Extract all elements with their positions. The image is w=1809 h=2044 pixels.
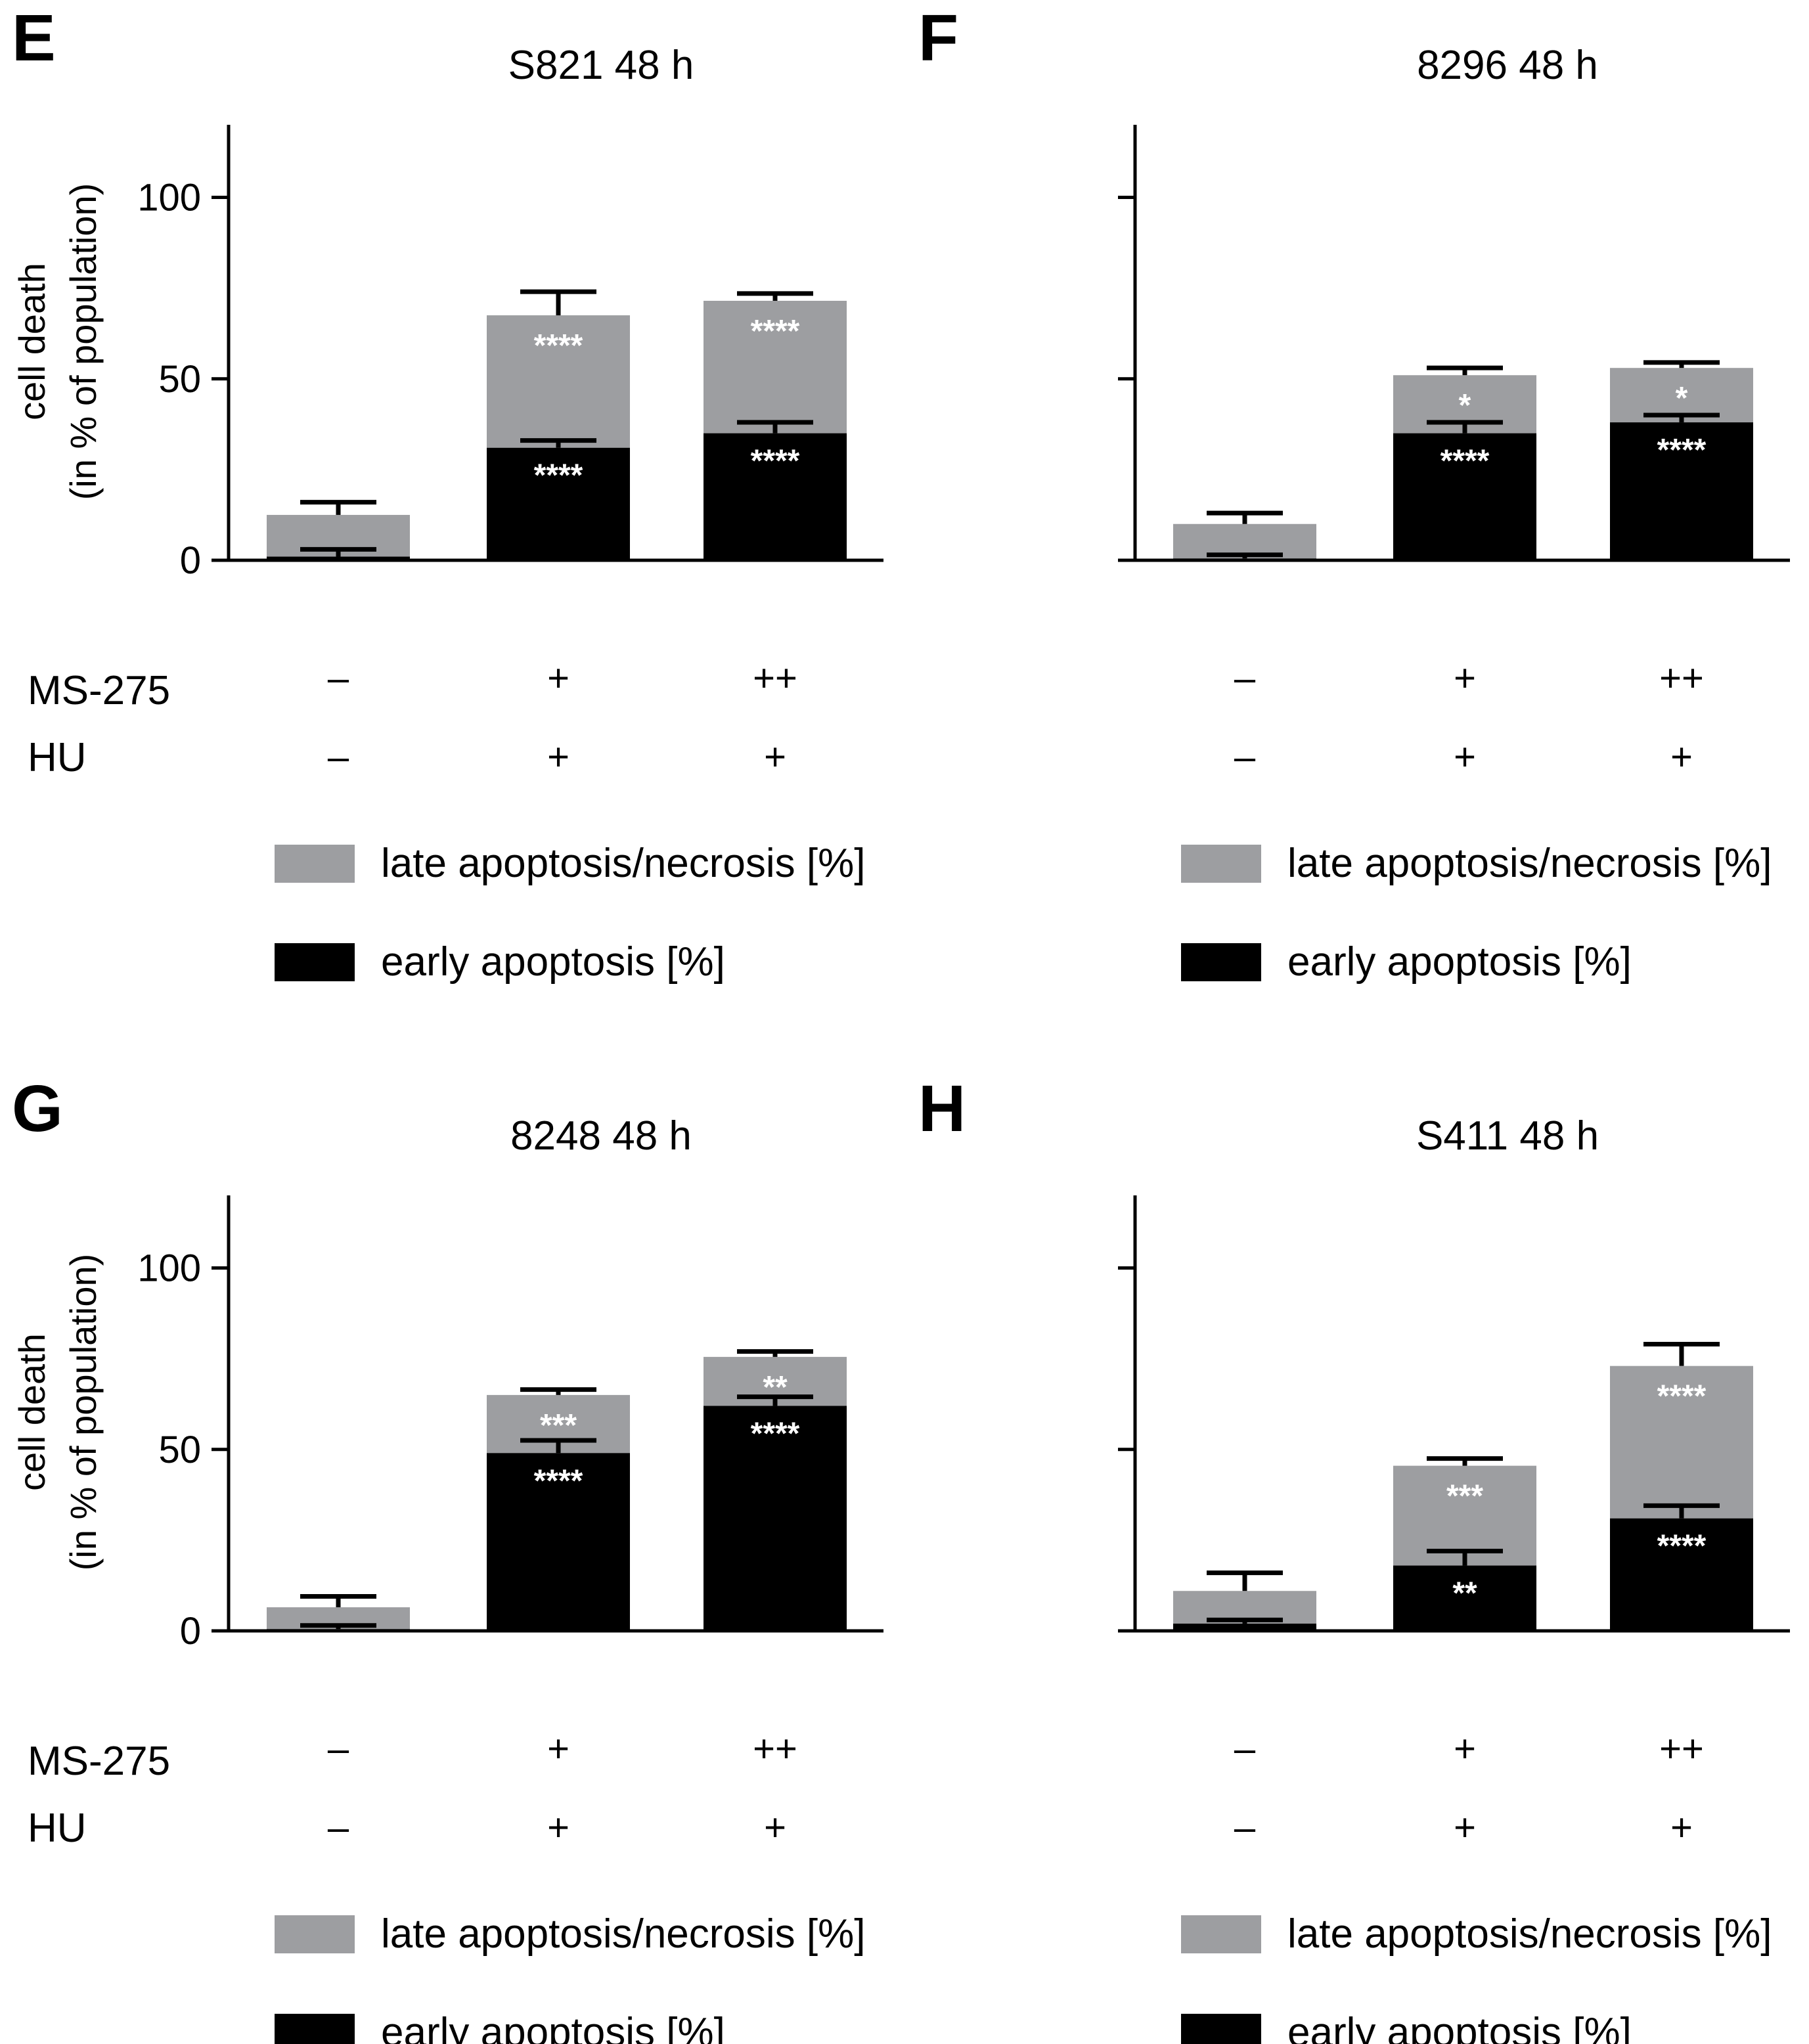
y-tick-label: 0 [180, 1610, 201, 1653]
y-tick-label: 100 [137, 177, 201, 219]
significance-label: **** [1440, 444, 1490, 479]
chart-title: S411 48 h [1416, 1113, 1599, 1159]
bar-early-apoptosis [267, 556, 410, 560]
condition-hu: – [328, 736, 349, 778]
legend-label-early: early apoptosis [%] [1287, 939, 1632, 985]
legend-label-early: early apoptosis [%] [1287, 2010, 1632, 2044]
bar-early-apoptosis [487, 1453, 630, 1631]
chart-title: 8248 48 h [510, 1113, 692, 1159]
row-label-hu: HU [28, 735, 87, 780]
y-axis-label: (in % of population) [62, 183, 104, 500]
condition-ms275: – [328, 1727, 349, 1770]
condition-hu: + [1454, 736, 1476, 778]
legend-swatch-late [1181, 1915, 1261, 1953]
condition-hu: + [1670, 736, 1693, 778]
significance-label: **** [1657, 433, 1707, 468]
panel-letter: H [918, 1072, 966, 1145]
bar-early-apoptosis [1393, 433, 1536, 560]
y-axis-label: cell death [11, 263, 53, 420]
significance-label: ** [763, 1370, 788, 1405]
panel-letter: E [12, 1, 56, 75]
condition-hu: + [764, 736, 786, 778]
condition-hu: + [764, 1806, 786, 1849]
significance-label: * [1459, 388, 1471, 423]
row-label-ms275: MS-275 [28, 668, 170, 713]
chart-title: 8296 48 h [1417, 43, 1598, 88]
chart-title: S821 48 h [508, 43, 694, 88]
legend-label-early: early apoptosis [%] [381, 2010, 725, 2044]
legend-swatch-late [1181, 845, 1261, 883]
bar-early-apoptosis [1393, 1565, 1536, 1631]
bar-early-apoptosis [704, 1406, 847, 1631]
panel-e: E S821 48 h cell death (in % of population)… [11, 1, 883, 985]
panel-letter: G [12, 1072, 63, 1145]
y-axis-label: (in % of population) [62, 1254, 104, 1571]
bar-early-apoptosis [267, 1629, 410, 1631]
significance-label: * [1676, 381, 1688, 416]
condition-hu: + [547, 736, 570, 778]
condition-hu: + [1670, 1806, 1693, 1849]
significance-label: **** [751, 1416, 800, 1451]
bar-early-apoptosis [487, 447, 630, 560]
y-axis-label: cell death [11, 1333, 53, 1491]
condition-ms275: + [547, 657, 570, 700]
condition-hu: – [328, 1806, 349, 1849]
row-label-ms275: MS-275 [28, 1739, 170, 1784]
significance-label: **** [751, 314, 800, 349]
row-label-hu: HU [28, 1806, 87, 1851]
panel-f: F 8296 48 h––*****++*****+++late apoptosi… [918, 1, 1790, 985]
significance-label: ** [1452, 1576, 1477, 1611]
condition-hu: – [1234, 736, 1256, 778]
bar-early-apoptosis [1610, 1518, 1753, 1631]
legend-swatch-early [275, 2014, 355, 2044]
bar-early-apoptosis [704, 433, 847, 560]
significance-label: *** [540, 1408, 577, 1443]
legend-label-late: late apoptosis/necrosis [%] [381, 841, 866, 886]
legend-label-late: late apoptosis/necrosis [%] [381, 1911, 866, 1957]
bar-early-apoptosis [1173, 1623, 1316, 1631]
legend-swatch-late [275, 1915, 355, 1953]
condition-hu: + [547, 1806, 570, 1849]
legend-swatch-early [1181, 2014, 1261, 2044]
condition-hu: – [1234, 1806, 1256, 1849]
condition-ms275: ++ [1659, 1727, 1704, 1770]
legend-swatch-late [275, 845, 355, 883]
condition-ms275: ++ [1659, 657, 1704, 700]
panel-g: G 8248 48 h cell death (in % of population)… [11, 1072, 883, 2044]
significance-label: **** [534, 458, 583, 493]
significance-label: **** [534, 1463, 583, 1498]
bar-late-apoptosis [704, 300, 847, 433]
significance-label: *** [1446, 1479, 1483, 1514]
condition-ms275: ++ [753, 1727, 797, 1770]
y-tick-label: 100 [137, 1247, 201, 1290]
significance-label: **** [1657, 1379, 1707, 1414]
condition-ms275: ++ [753, 657, 797, 700]
significance-label: **** [1657, 1529, 1707, 1564]
legend-label-early: early apoptosis [%] [381, 939, 725, 985]
panel-h: H S411 48 h––*****++********+++late apopt… [918, 1072, 1790, 2044]
legend-swatch-early [275, 943, 355, 981]
bar-late-apoptosis [1610, 1366, 1753, 1519]
condition-ms275: + [1454, 1727, 1476, 1770]
bar-early-apoptosis [1610, 422, 1753, 560]
legend-label-late: late apoptosis/necrosis [%] [1287, 1911, 1772, 1957]
bar-late-apoptosis [487, 315, 630, 448]
legend-label-late: late apoptosis/necrosis [%] [1287, 841, 1772, 886]
condition-ms275: – [1234, 1727, 1256, 1770]
condition-ms275: + [1454, 657, 1476, 700]
significance-label: **** [751, 444, 800, 479]
panel-letter: F [918, 1, 958, 75]
condition-ms275: – [328, 657, 349, 700]
bar-early-apoptosis [1173, 558, 1316, 560]
significance-label: **** [534, 328, 583, 363]
condition-ms275: + [547, 1727, 570, 1770]
y-tick-label: 50 [158, 1429, 201, 1471]
y-tick-label: 0 [180, 539, 201, 582]
y-tick-label: 50 [158, 358, 201, 401]
condition-hu: + [1454, 1806, 1476, 1849]
condition-ms275: – [1234, 657, 1256, 700]
legend-swatch-early [1181, 943, 1261, 981]
